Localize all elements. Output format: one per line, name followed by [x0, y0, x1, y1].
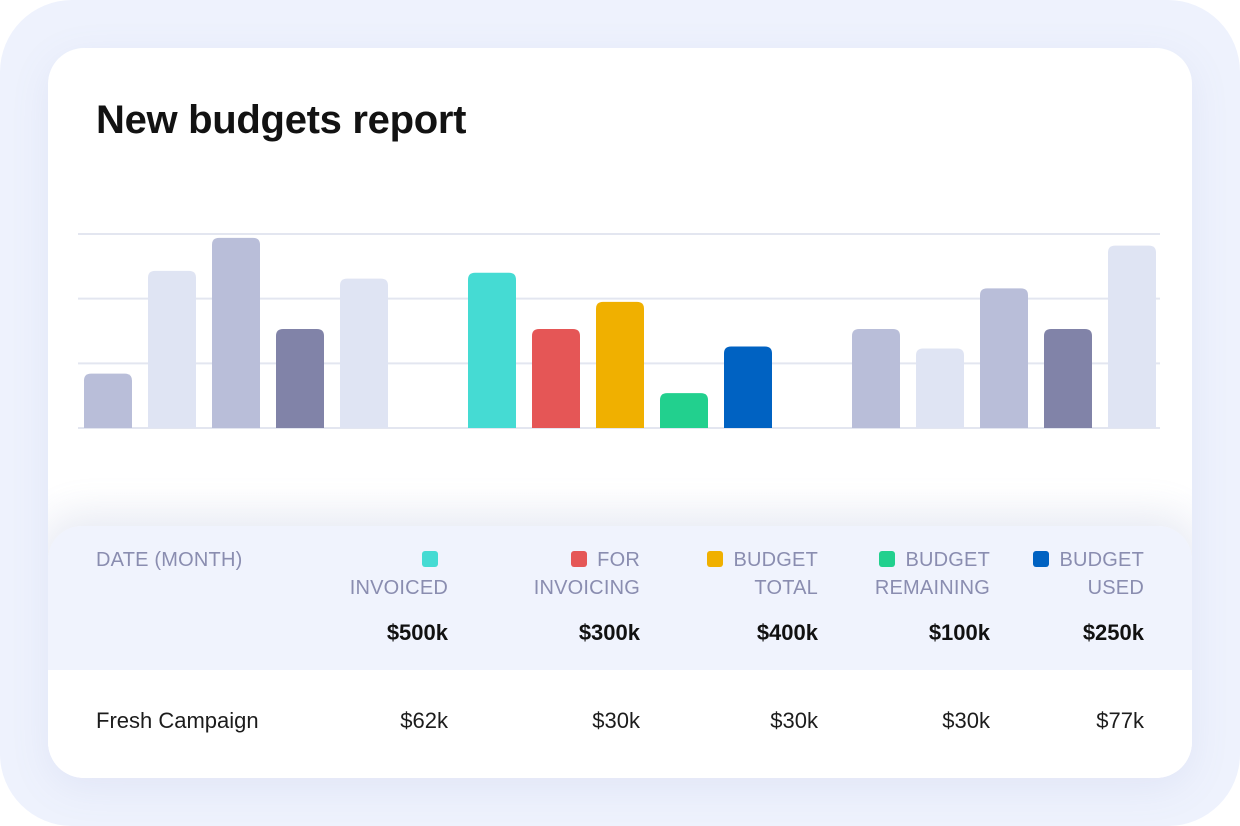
- for-invoicing-swatch: [571, 551, 588, 567]
- budget-table: DATE (MONTH) INVOICED FOR INVOICING BUDG…: [48, 526, 1192, 778]
- bar-group-1-bar-1[interactable]: [84, 373, 132, 428]
- report-title: New budgets report: [96, 98, 467, 142]
- column-header-date: DATE (MONTH): [96, 546, 242, 574]
- total-budget-total: $400k: [756, 620, 818, 645]
- column-header-invoiced: INVOICED: [326, 546, 448, 602]
- bar-group-2-bar-2[interactable]: [532, 329, 580, 428]
- budget-remaining-swatch: [879, 551, 896, 567]
- bar-group-1-bar-4[interactable]: [276, 329, 324, 428]
- column-header-budget-used-line2: USED: [1087, 577, 1144, 599]
- bar-group-1-bar-3[interactable]: [212, 237, 260, 428]
- column-header-budget-used: BUDGET USED: [1014, 546, 1144, 602]
- bar-group-3-bar-3[interactable]: [980, 288, 1028, 428]
- row-invoiced: $62k: [400, 708, 448, 733]
- bar-group-2-bar-3[interactable]: [596, 301, 644, 428]
- column-header-budget-total-line2: TOTAL: [754, 577, 818, 599]
- column-header-budget-remaining: BUDGET REMAINING: [860, 546, 990, 602]
- column-header-budget-total-line1: BUDGET: [733, 549, 818, 571]
- bar-group-2-bar-4[interactable]: [660, 393, 708, 428]
- bar-group-3-bar-1[interactable]: [852, 329, 900, 428]
- column-header-budget-total: BUDGET TOTAL: [696, 546, 818, 602]
- table-header: DATE (MONTH) INVOICED FOR INVOICING BUDG…: [48, 526, 1192, 670]
- invoiced-swatch: [422, 551, 438, 567]
- bar-group-1-bar-5[interactable]: [340, 278, 388, 428]
- row-budget-used: $77k: [1096, 708, 1144, 733]
- row-budget-total: $30k: [770, 708, 818, 733]
- column-header-invoiced-label: INVOICED: [349, 577, 448, 599]
- bar-group-2-bar-1[interactable]: [468, 272, 516, 428]
- column-header-for-invoicing-line2: INVOICING: [533, 577, 640, 599]
- bar-group-2-bar-5[interactable]: [724, 346, 772, 428]
- column-header-budget-remaining-line2: REMAINING: [874, 577, 990, 599]
- bar-group-1-bar-2[interactable]: [148, 270, 196, 428]
- bar-group-3-bar-4[interactable]: [1044, 329, 1092, 428]
- column-header-budget-used-line1: BUDGET: [1059, 549, 1144, 571]
- row-name: Fresh Campaign: [96, 708, 259, 733]
- report-card: New budgets report DATE (MONTH) INVOICED…: [48, 48, 1192, 778]
- bar-group-3-bar-2[interactable]: [916, 348, 964, 428]
- total-invoiced: $500k: [386, 620, 448, 645]
- column-header-budget-remaining-line1: BUDGET: [905, 549, 990, 571]
- column-header-for-invoicing-line1: FOR: [597, 549, 640, 571]
- budget-used-swatch: [1033, 551, 1050, 567]
- total-budget-remaining: $100k: [928, 620, 990, 645]
- total-budget-used: $250k: [1082, 620, 1144, 645]
- total-for-invoicing: $300k: [578, 620, 640, 645]
- bar-group-3-bar-5[interactable]: [1108, 245, 1156, 428]
- column-header-for-invoicing: FOR INVOICING: [518, 546, 640, 602]
- column-header-date-label: DATE (MONTH): [96, 549, 243, 571]
- budget-total-swatch: [707, 551, 724, 567]
- row-budget-remaining: $30k: [942, 708, 990, 733]
- row-for-invoicing: $30k: [592, 708, 640, 733]
- table-row[interactable]: Fresh Campaign $62k $30k $30k $30k $77k: [48, 670, 1192, 778]
- budget-bar-chart: [78, 233, 1160, 429]
